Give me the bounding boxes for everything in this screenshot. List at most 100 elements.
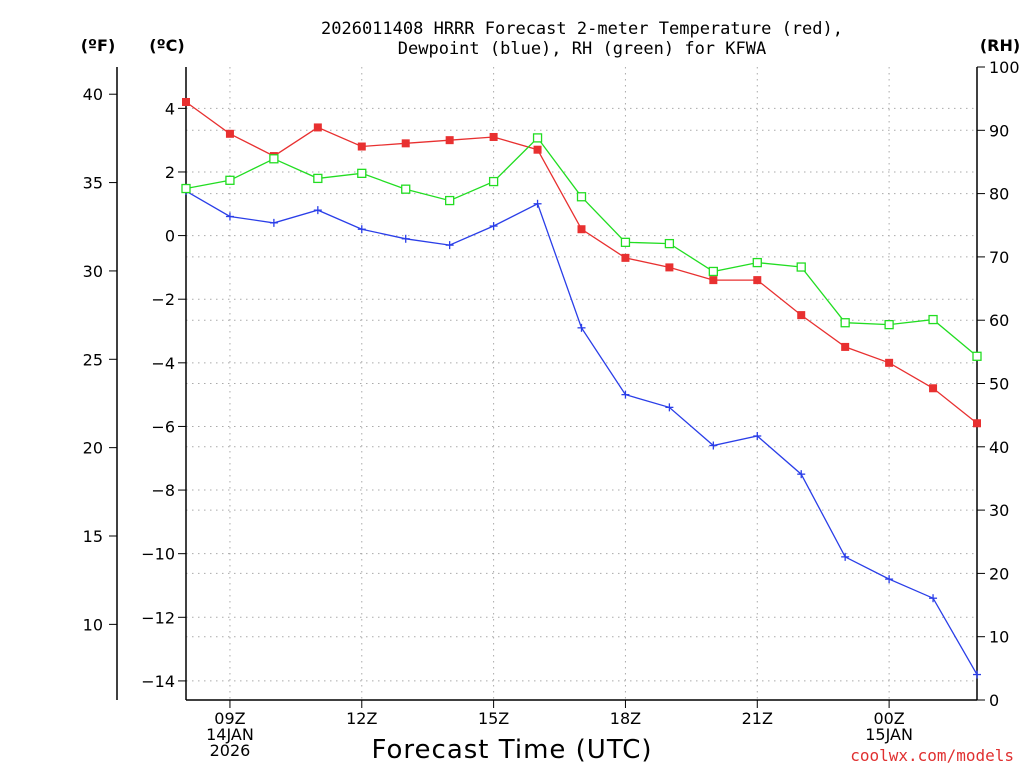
- x-axis-title: Forecast Time (UTC): [371, 735, 652, 765]
- series-2-meter-temperature-point: [445, 136, 454, 145]
- x-tick-label: 09Z: [214, 709, 245, 728]
- series-rh-line: [185, 136, 978, 357]
- series-2-meter-temperature-point: [489, 132, 498, 141]
- series-rh-point: [445, 195, 455, 206]
- series-2-meter-temperature-point: [973, 419, 981, 428]
- celsius-tick-label: −8: [151, 481, 175, 500]
- x-tick-label: 15JAN: [865, 725, 913, 744]
- x-tick-label: 12Z: [346, 709, 377, 728]
- series-dewpoint-point: [269, 218, 278, 227]
- x-tick-label: 18Z: [610, 709, 641, 728]
- rh-tick-label: 30: [989, 501, 1009, 520]
- celsius-tick-label: −12: [141, 608, 175, 627]
- series-rh-point: [884, 319, 894, 330]
- series-rh-point: [532, 133, 543, 143]
- series-dewpoint-point: [621, 390, 630, 399]
- fahrenheit-tick-label: 15: [83, 527, 103, 546]
- series-rh-point: [840, 318, 850, 328]
- x-tick-label: 15Z: [478, 709, 509, 728]
- celsius-tick-label: −4: [151, 354, 175, 373]
- series-dewpoint-point: [357, 225, 366, 234]
- series-dewpoint-point: [885, 575, 894, 584]
- x-tick-label: 21Z: [742, 709, 773, 728]
- rh-tick-label: 90: [989, 121, 1009, 140]
- fahrenheit-unit-label: (ºF): [81, 36, 116, 55]
- series-2-meter-temperature-point: [313, 123, 322, 132]
- series-dewpoint-point: [709, 441, 718, 450]
- series-2-meter-temperature-point: [533, 145, 542, 154]
- series-rh-point: [708, 266, 718, 277]
- series-rh-point: [357, 168, 367, 178]
- rh-tick-label: 60: [989, 311, 1009, 330]
- celsius-tick-label: −14: [141, 672, 175, 691]
- series-dewpoint-point: [973, 670, 981, 679]
- series-dewpoint-point: [929, 594, 938, 603]
- series-dewpoint-point: [577, 323, 586, 332]
- series-2-meter-temperature-point: [885, 358, 894, 367]
- series-2-meter-temperature-point: [797, 311, 806, 320]
- series-dewpoint-point: [841, 552, 850, 561]
- grid-lines: [186, 67, 977, 700]
- rh-tick-label: 80: [989, 185, 1009, 204]
- series-dewpoint-point: [797, 470, 806, 479]
- series-dewpoint-point: [533, 199, 542, 208]
- series-2-meter-temperature-point: [225, 129, 234, 138]
- series-rh-point: [752, 257, 762, 268]
- celsius-tick-label: 2: [165, 163, 175, 182]
- series-2-meter-temperature-point: [841, 342, 850, 351]
- series-rh-point: [796, 262, 806, 272]
- rh-tick-label: 70: [989, 248, 1009, 267]
- x-tick-label: 14JAN: [206, 725, 254, 744]
- celsius-tick-label: −2: [151, 290, 175, 309]
- celsius-tick-label: −6: [151, 417, 175, 436]
- series-2-meter-temperature-point: [929, 384, 938, 393]
- series-2-meter-temperature-point: [577, 225, 586, 234]
- celsius-tick-label: −10: [141, 545, 175, 564]
- chart-title-line2: Dewpoint (blue), RH (green) for KFWA: [398, 39, 766, 59]
- series-2-meter-temperature-point: [665, 263, 674, 272]
- rh-tick-label: 10: [989, 628, 1009, 647]
- series-lines: [185, 101, 978, 675]
- series-2-meter-temperature-point: [709, 276, 718, 285]
- fahrenheit-tick-label: 10: [83, 615, 103, 634]
- series-rh-point: [664, 238, 675, 249]
- series-rh-point: [576, 192, 587, 202]
- series-dewpoint-point: [401, 234, 410, 243]
- rh-tick-label: 100: [989, 58, 1020, 77]
- series-rh-point: [401, 184, 411, 194]
- series-rh-point: [225, 175, 235, 185]
- series-dewpoint-point: [753, 431, 762, 440]
- rh-tick-label: 40: [989, 438, 1009, 457]
- celsius-tick-label: 0: [165, 227, 175, 246]
- celsius-tick-label: 4: [165, 99, 175, 118]
- rh-tick-label: 50: [989, 375, 1009, 394]
- series-rh-point: [181, 183, 191, 194]
- series-2-meter-temperature-point: [753, 276, 762, 285]
- series-dewpoint-point: [489, 222, 498, 231]
- series-2-meter-temperature-line: [185, 101, 978, 424]
- fahrenheit-tick-label: 35: [83, 174, 103, 193]
- fahrenheit-tick-label: 25: [83, 350, 103, 369]
- x-tick-label: 2026: [210, 741, 251, 760]
- series-rh-point: [928, 314, 938, 325]
- tick-labels: 420−2−4−6−8−10−12−1440353025201510100908…: [83, 58, 1020, 760]
- x-tick-label: 00Z: [873, 709, 904, 728]
- rh-tick-label: 20: [989, 564, 1009, 583]
- rh-tick-label: 0: [989, 691, 999, 710]
- series-markers: [181, 97, 982, 679]
- series-dewpoint-point: [225, 212, 234, 221]
- celsius-unit-label: (ºC): [149, 36, 184, 55]
- series-2-meter-temperature-point: [182, 97, 190, 106]
- axes: [109, 66, 985, 708]
- fahrenheit-tick-label: 40: [83, 85, 103, 104]
- series-dewpoint-point: [665, 403, 674, 412]
- series-rh-point: [488, 176, 499, 187]
- series-2-meter-temperature-point: [401, 139, 410, 148]
- series-rh-point: [269, 154, 279, 164]
- credit-link[interactable]: coolwx.com/models: [850, 746, 1014, 765]
- series-dewpoint-point: [313, 206, 322, 215]
- fahrenheit-tick-label: 20: [83, 439, 103, 458]
- fahrenheit-tick-label: 30: [83, 262, 103, 281]
- series-rh-point: [972, 351, 982, 361]
